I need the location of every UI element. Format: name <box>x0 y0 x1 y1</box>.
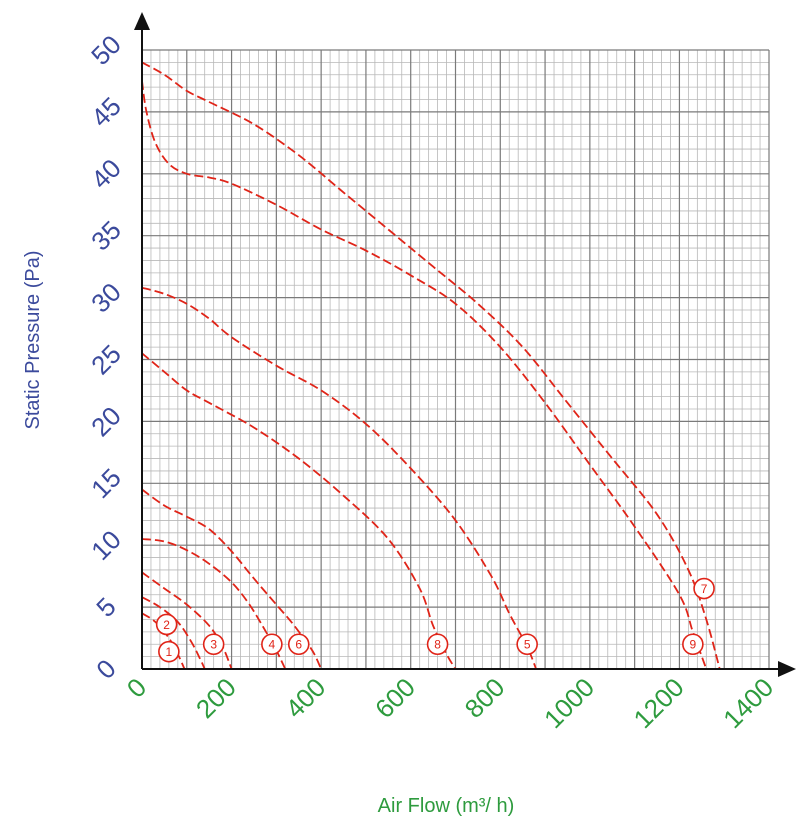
curve-3 <box>141 571 233 670</box>
y-axis-title: Static Pressure (Pa) <box>22 251 44 430</box>
y-tick-label: 5 <box>90 591 121 622</box>
x-tick-labels: 0 200 400 600 800 1000 1200 1400 <box>121 672 779 734</box>
x-tick-label: 400 <box>279 672 331 724</box>
x-axis-title: Air Flow (m³/ h) <box>378 795 515 817</box>
curve-marker-2 <box>155 613 178 636</box>
fan-curves <box>141 61 721 670</box>
curve-marker-1 <box>158 640 180 663</box>
curve-7 <box>141 61 721 670</box>
x-tick-label: 200 <box>190 672 242 724</box>
curve-marker-label: 1 <box>166 645 173 659</box>
x-tick-label: 1200 <box>628 672 690 734</box>
y-tick-labels: 0 5 10 15 20 25 30 35 40 45 50 <box>85 29 127 685</box>
y-tick-label: 45 <box>85 91 127 133</box>
y-tick-label: 35 <box>85 215 127 257</box>
curve-5 <box>141 286 537 670</box>
x-tick-label: 1400 <box>717 672 779 734</box>
curve-marker-label: 4 <box>269 638 276 652</box>
curve-marker-label: 8 <box>434 638 441 652</box>
y-tick-label: 40 <box>85 153 127 195</box>
major-grid <box>141 49 770 670</box>
x-tick-label: 600 <box>369 672 421 724</box>
y-tick-label: 25 <box>85 339 127 381</box>
y-tick-label: 20 <box>85 401 127 443</box>
curve-marker-label: 6 <box>295 638 302 652</box>
y-tick-label: 10 <box>85 524 127 566</box>
axes <box>134 12 796 677</box>
curve-marker-label: 9 <box>690 638 697 652</box>
curve-marker-7 <box>693 577 715 600</box>
curve-marker-8 <box>426 633 449 656</box>
curve-marker-9 <box>682 633 704 656</box>
curve-marker-4 <box>261 633 283 656</box>
curve-9 <box>141 80 708 670</box>
curve-4 <box>141 538 287 670</box>
curve-marker-label: 3 <box>210 638 217 652</box>
curve-2 <box>141 596 206 670</box>
curve-8 <box>141 352 457 670</box>
y-tick-label: 30 <box>85 277 127 319</box>
x-axis-arrow <box>778 661 796 677</box>
y-tick-label: 0 <box>90 653 121 684</box>
curve-1 <box>141 612 186 670</box>
curve-markers: 1 2 3 4 6 8 5 9 7 <box>155 577 715 663</box>
curve-marker-5 <box>516 633 538 656</box>
curve-marker-6 <box>287 633 310 656</box>
y-axis-arrow <box>134 12 150 30</box>
x-tick-label: 0 <box>121 672 152 703</box>
curve-marker-label: 5 <box>524 638 531 652</box>
y-tick-label: 15 <box>85 462 127 504</box>
y-tick-label: 50 <box>85 29 127 71</box>
curve-marker-label: 7 <box>701 582 708 596</box>
x-tick-label: 800 <box>459 672 511 724</box>
curve-marker-3 <box>202 633 225 656</box>
x-tick-label: 1000 <box>538 672 600 734</box>
curve-marker-label: 2 <box>163 618 170 632</box>
